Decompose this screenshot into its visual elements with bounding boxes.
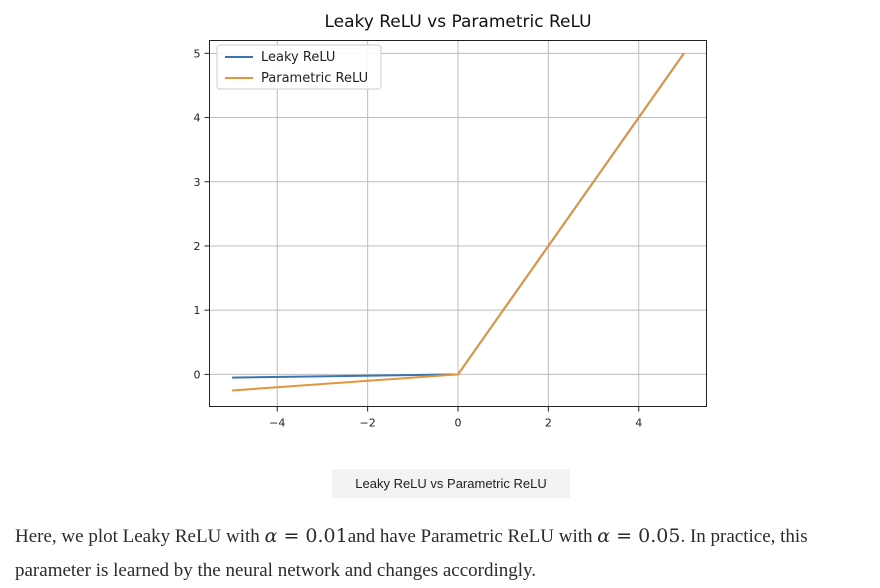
paragraph-text-2: and have Parametric ReLU with	[347, 526, 598, 547]
y-tick-label: 0	[194, 368, 201, 381]
legend-label: Parametric ReLU	[261, 71, 368, 86]
legend-box	[216, 44, 382, 90]
y-tick-label: 2	[194, 240, 201, 253]
series-line-parametric-relu	[232, 52, 685, 392]
paragraph-text-3: . In practice, this parameter is learned…	[15, 526, 808, 581]
math-alpha-2: α = 0.05	[597, 525, 681, 547]
y-tick-label: 1	[194, 304, 201, 317]
y-tick-label: 3	[194, 176, 201, 189]
x-axis: −4 −2 0 2 4	[269, 406, 642, 430]
x-tick-label: −4	[269, 417, 285, 430]
body-paragraph: Here, we plot Leaky ReLU with α = 0.01an…	[15, 519, 873, 588]
x-tick-label: −2	[360, 417, 376, 430]
y-tick-label: 5	[194, 47, 201, 60]
chart: Leaky ReLU vs Parametric ReLU −4 −2 0 2 4 0 1…	[194, 12, 707, 430]
series-lines	[232, 52, 685, 392]
figure-caption: Leaky ReLU vs Parametric ReLU	[332, 469, 570, 498]
y-axis: 0 1 2 3 4 5	[194, 47, 210, 381]
y-tick-label: 4	[194, 112, 201, 125]
math-alpha-1: α = 0.01	[264, 525, 348, 547]
legend-label: Leaky ReLU	[261, 50, 335, 65]
x-tick-label: 2	[545, 417, 552, 430]
x-tick-label: 0	[455, 417, 462, 430]
paragraph-text-1: Here, we plot Leaky ReLU with	[15, 526, 265, 547]
x-tick-label: 4	[635, 417, 642, 430]
legend: Leaky ReLU Parametric ReLU	[216, 44, 382, 90]
chart-title: Leaky ReLU vs Parametric ReLU	[324, 12, 591, 32]
grid	[209, 40, 707, 407]
